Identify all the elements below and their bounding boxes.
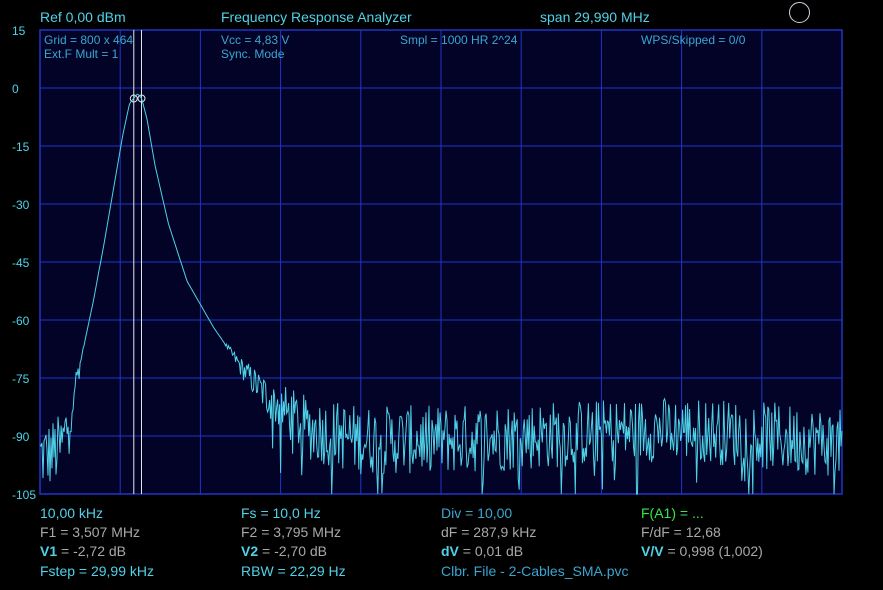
div-readout: Div = 10,00 (441, 505, 513, 521)
response-trace (39, 93, 843, 495)
v2-label: V2 (241, 543, 259, 559)
v1-value: = -2,72 dB (57, 543, 127, 559)
v2-readout: V2 = -2,70 dB (241, 543, 327, 559)
fs-readout: Fs = 10,0 Hz (241, 505, 321, 521)
y-tick-label: -90 (12, 430, 30, 444)
vv-label: V/V (641, 543, 664, 559)
vv-value: = 0,998 (1,002) (663, 543, 763, 559)
vv-readout: V/V = 0,998 (1,002) (641, 543, 763, 559)
span-readout: span 29,990 MHz (540, 9, 650, 25)
step-freq: 10,00 kHz (40, 505, 104, 521)
ext-f-mult-info: Ext.F Mult = 1 (44, 47, 119, 61)
wps-info: WPS/Skipped = 0/0 (641, 33, 746, 47)
df-readout: dF = 287,9 kHz (441, 524, 537, 540)
v2-value: = -2,70 dB (258, 543, 328, 559)
analyzer-title: Frequency Response Analyzer (221, 9, 412, 25)
frequency-markers[interactable] (129, 30, 146, 494)
f2-readout: F2 = 3,795 MHz (241, 524, 341, 540)
v1-label: V1 (40, 543, 58, 559)
calibration-file[interactable]: Clbr. File - 2-Cables_SMA.pvc (441, 563, 629, 579)
y-tick-label: -105 (12, 488, 36, 502)
y-tick-label: 0 (12, 82, 19, 96)
y-tick-label: -75 (12, 372, 30, 386)
rbw-readout: RBW = 22,29 Hz (241, 563, 346, 579)
fstep-readout: Fstep = 29,99 kHz (40, 563, 155, 579)
dv-label: dV (441, 543, 459, 559)
y-tick-label: -60 (12, 314, 30, 328)
y-tick-label: 15 (12, 24, 26, 38)
marker-point-1 (129, 94, 138, 103)
v1-readout: V1 = -2,72 dB (40, 543, 126, 559)
sample-info: Smpl = 1000 HR 2^24 (400, 33, 518, 47)
grid-info: Grid = 800 x 464 (44, 33, 134, 47)
y-tick-label: -15 (12, 140, 30, 154)
f1-readout: F1 = 3,507 MHz (40, 524, 140, 540)
fa1-readout: F(A1) = ... (641, 505, 704, 521)
dv-value: = 0,01 dB (458, 543, 524, 559)
f-df-readout: F/dF = 12,68 (641, 524, 721, 540)
marker-point-2 (137, 94, 146, 103)
vcc-info: Vcc = 4,83 V (221, 33, 290, 47)
grid-lines (40, 30, 842, 494)
y-axis-ticks: 15 0 -15 -30 -45 -60 -75 -90 -105 (12, 24, 36, 502)
sync-mode-info: Sync. Mode (221, 47, 285, 61)
y-tick-label: -30 (12, 198, 30, 212)
dv-readout: dV = 0,01 dB (441, 543, 523, 559)
status-circle-button[interactable] (789, 2, 810, 23)
ref-level: Ref 0,00 dBm (40, 9, 126, 25)
y-tick-label: -45 (12, 256, 30, 270)
